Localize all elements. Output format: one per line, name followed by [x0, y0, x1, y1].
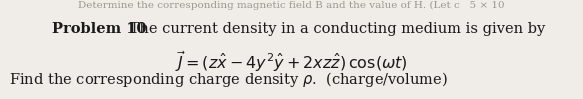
Text: The current density in a conducting medium is given by: The current density in a conducting medi…: [125, 22, 546, 36]
Text: Determine the corresponding magnetic field B and the value of H. (Let c   5 × 10: Determine the corresponding magnetic fie…: [78, 1, 505, 10]
Text: Problem 10: Problem 10: [52, 22, 147, 36]
Text: $\vec{J} = (z\hat{x} - 4y^2\hat{y} + 2xz\hat{z})\,\cos(\omega t)$: $\vec{J} = (z\hat{x} - 4y^2\hat{y} + 2xz…: [175, 50, 408, 74]
Text: Find the corresponding charge density $\rho$.  (charge/volume): Find the corresponding charge density $\…: [9, 70, 448, 89]
